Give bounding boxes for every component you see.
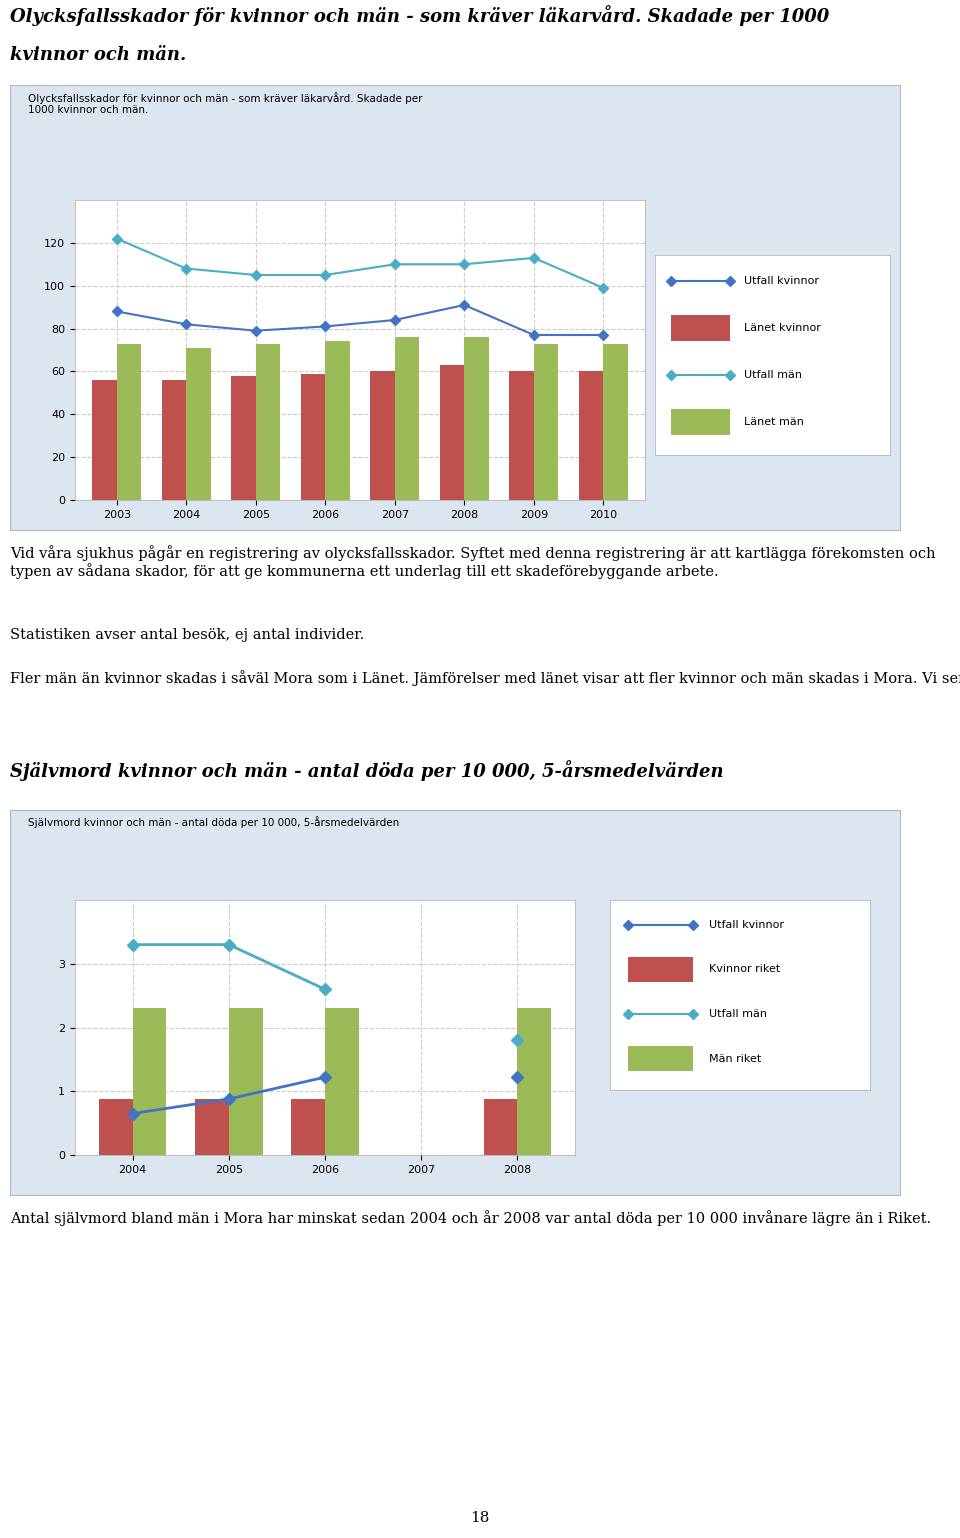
Bar (291, 1098, 325, 1155)
Bar (534, 343, 558, 500)
Bar (325, 341, 349, 500)
Bar (186, 348, 210, 500)
Text: Utfall kvinnor: Utfall kvinnor (744, 275, 819, 286)
Text: Olycksfallsskador för kvinnor och män - som kräver läkarvård. Skadade per 1000: Olycksfallsskador för kvinnor och män - … (10, 5, 829, 26)
Text: Utfall kvinnor: Utfall kvinnor (708, 920, 783, 929)
FancyBboxPatch shape (671, 409, 731, 435)
Bar (195, 1098, 228, 1155)
Bar (517, 1009, 551, 1155)
Text: Kvinnor riket: Kvinnor riket (708, 964, 780, 975)
Bar (579, 372, 603, 500)
Bar (228, 1009, 262, 1155)
Text: Utfall män: Utfall män (744, 371, 803, 380)
Text: 18: 18 (470, 1510, 490, 1524)
FancyBboxPatch shape (628, 957, 693, 981)
Text: Fler män än kvinnor skadas i såväl Mora som i Länet. Jämförelser med länet visar: Fler män än kvinnor skadas i såväl Mora … (10, 671, 960, 686)
Bar (99, 1098, 132, 1155)
Text: Olycksfallsskador för kvinnor och män - som kräver läkarvård. Skadade per
1000 k: Olycksfallsskador för kvinnor och män - … (28, 92, 422, 115)
Text: Vid våra sjukhus pågår en registrering av olycksfallsskador. Syftet med denna re: Vid våra sjukhus pågår en registrering a… (10, 544, 936, 580)
Text: Antal självmord bland män i Mora har minskat sedan 2004 och år 2008 var antal dö: Antal självmord bland män i Mora har min… (10, 1210, 931, 1226)
Text: Länet kvinnor: Länet kvinnor (744, 323, 821, 334)
Text: Självmord kvinnor och män - antal döda per 10 000, 5-årsmedelvärden: Självmord kvinnor och män - antal döda p… (28, 815, 399, 827)
Bar (371, 372, 395, 500)
Bar (465, 337, 489, 500)
Bar (162, 380, 186, 500)
Bar (300, 374, 325, 500)
Text: Statistiken avser antal besök, ej antal individer.: Statistiken avser antal besök, ej antal … (10, 628, 364, 641)
Text: kvinnor och män.: kvinnor och män. (10, 46, 186, 65)
FancyBboxPatch shape (628, 1046, 693, 1070)
Bar (395, 337, 420, 500)
Text: Utfall män: Utfall män (708, 1009, 767, 1020)
Bar (325, 1009, 359, 1155)
Bar (92, 380, 117, 500)
Bar (603, 343, 628, 500)
Text: Män riket: Män riket (708, 1054, 761, 1064)
Bar (484, 1098, 517, 1155)
Text: Länet män: Länet män (744, 417, 804, 428)
Text: Självmord kvinnor och män - antal döda per 10 000, 5-årsmedelvärden: Självmord kvinnor och män - antal döda p… (10, 760, 724, 781)
Bar (440, 365, 465, 500)
FancyBboxPatch shape (671, 315, 731, 341)
Bar (510, 372, 534, 500)
Bar (132, 1009, 166, 1155)
Bar (117, 343, 141, 500)
Bar (255, 343, 280, 500)
Bar (231, 375, 255, 500)
